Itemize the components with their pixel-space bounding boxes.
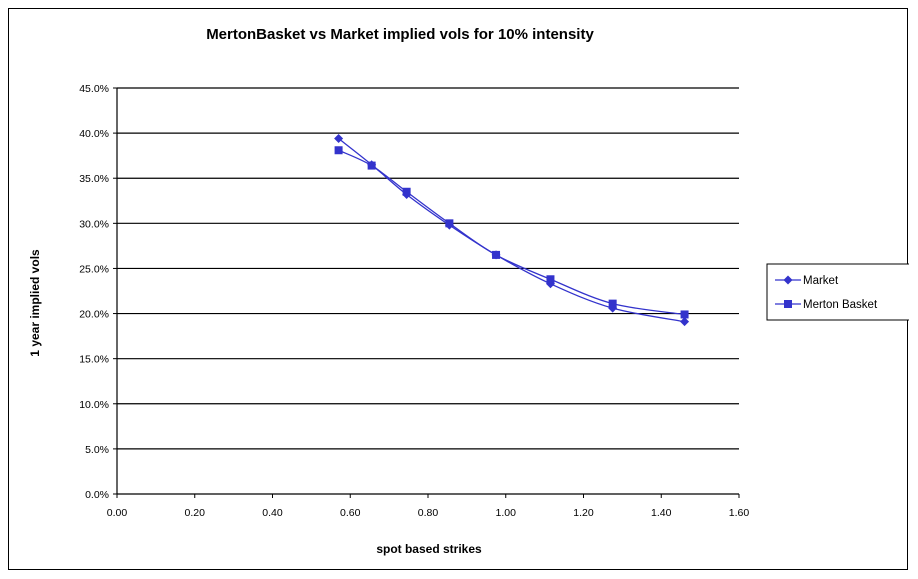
y-tick-label: 45.0% [79, 83, 109, 95]
data-point-diamond [680, 317, 690, 327]
y-tick-label: 5.0% [85, 444, 109, 456]
data-point-square [445, 219, 454, 228]
y-tick-label: 10.0% [79, 399, 109, 411]
data-point-square [680, 310, 689, 319]
data-point-square [546, 275, 555, 284]
y-axis-title: 1 year implied vols [28, 249, 42, 357]
y-tick-label: 25.0% [79, 263, 109, 275]
chart-frame: MertonBasket vs Market implied vols for … [8, 8, 909, 570]
legend-marker-diamond [783, 275, 793, 285]
data-point-square [608, 299, 617, 308]
y-tick-label: 35.0% [79, 173, 109, 185]
data-point-square [367, 161, 376, 170]
series-line [338, 149, 685, 316]
x-tick-label: 0.40 [262, 507, 283, 519]
y-tick-label: 0.0% [85, 489, 109, 501]
legend-item[interactable]: Market [775, 275, 839, 287]
series-merton-basket [334, 146, 689, 319]
x-tick-label: 0.00 [107, 507, 128, 519]
legend-box [766, 263, 909, 321]
legend[interactable]: Market Merton Basket [766, 263, 909, 321]
x-tick-label: 1.00 [496, 507, 517, 519]
y-tick-label: 30.0% [79, 218, 109, 230]
y-tick-label: 15.0% [79, 354, 109, 366]
chart-title: MertonBasket vs Market implied vols for … [206, 26, 594, 43]
series-layer [334, 134, 690, 327]
data-point-square [334, 146, 343, 155]
x-tick-label: 0.60 [340, 507, 361, 519]
legend-label: Market [803, 275, 839, 287]
data-point-square [492, 250, 501, 259]
series-line [338, 138, 685, 323]
x-tick-label: 0.80 [418, 507, 439, 519]
y-tick-label: 20.0% [79, 309, 109, 321]
series-market [334, 134, 690, 327]
legend-item[interactable]: Merton Basket [775, 299, 878, 311]
x-tick-label: 1.40 [651, 507, 672, 519]
x-tick-label: 1.20 [573, 507, 594, 519]
x-tick-label: 1.60 [729, 507, 750, 519]
x-axis-title: spot based strikes [376, 542, 482, 556]
data-point-diamond [334, 134, 344, 144]
axes [113, 87, 740, 498]
y-tick-label: 40.0% [79, 128, 109, 140]
line-chart: MertonBasket vs Market implied vols for … [28, 26, 909, 556]
data-point-square [402, 187, 411, 196]
legend-marker-square [784, 300, 792, 308]
x-tick-label: 0.20 [185, 507, 206, 519]
legend-label: Merton Basket [803, 299, 878, 311]
gridlines [117, 87, 739, 450]
tick-labels: 0.0% 5.0% 10.0% 15.0% 20.0% 25.0% 30.0% 35.0% 40… [79, 83, 749, 519]
